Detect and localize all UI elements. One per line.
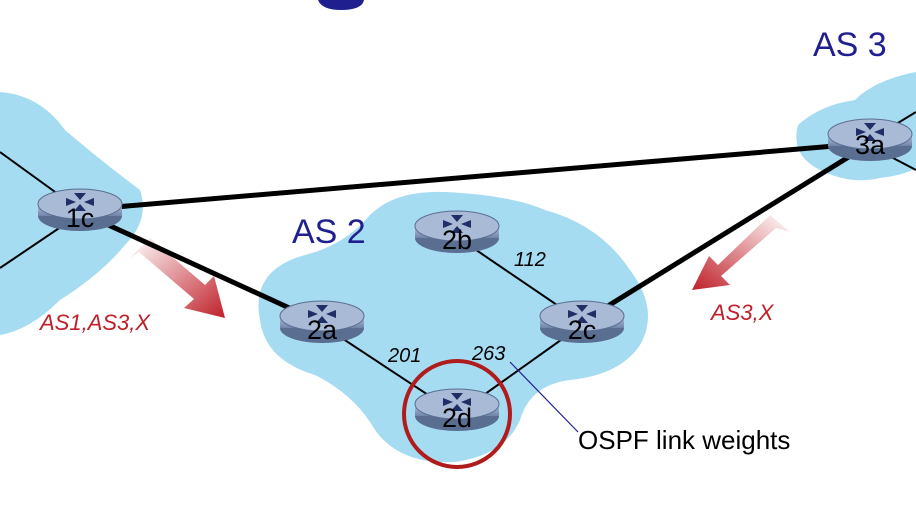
link-1c-3a bbox=[79, 140, 871, 213]
as2-cloud bbox=[258, 191, 648, 463]
router-2d[interactable]: 2d bbox=[414, 388, 500, 433]
router-1c[interactable]: 1c bbox=[37, 188, 123, 233]
weight-2d-2c: 263 bbox=[471, 343, 505, 365]
router-2b[interactable]: 2b bbox=[414, 210, 500, 255]
advert-from-as1-label: AS1,AS3,X bbox=[38, 310, 151, 335]
advert-from-as3-label: AS3,X bbox=[709, 300, 775, 325]
weight-2b-2c: 112 bbox=[514, 249, 546, 271]
cropped-title-glyph bbox=[318, 0, 364, 10]
as2-label: AS 2 bbox=[292, 213, 366, 251]
link-1c-2a bbox=[78, 209, 324, 326]
router-1c-label: 1c bbox=[66, 203, 95, 233]
as3-label: AS 3 bbox=[813, 26, 887, 64]
weight-2a-2d: 201 bbox=[387, 345, 421, 367]
advert-arrow-left bbox=[130, 238, 225, 318]
weight-annotation-pointer bbox=[509, 361, 579, 433]
advert-arrow-right bbox=[692, 215, 790, 290]
router-2a[interactable]: 2a bbox=[279, 300, 365, 345]
router-2d-highlight-circle bbox=[402, 359, 512, 469]
router-2d-label: 2d bbox=[442, 403, 472, 433]
router-2c[interactable]: 2c bbox=[539, 300, 625, 345]
router-3a-label: 3a bbox=[855, 130, 886, 160]
link-2c-3a bbox=[580, 142, 870, 325]
router-2c-label: 2c bbox=[568, 315, 597, 345]
ospf-weights-caption: OSPF link weights bbox=[578, 425, 790, 455]
router-2b-label: 2b bbox=[442, 225, 472, 255]
router-3a[interactable]: 3a bbox=[827, 118, 913, 161]
router-2a-label: 2a bbox=[307, 315, 338, 345]
